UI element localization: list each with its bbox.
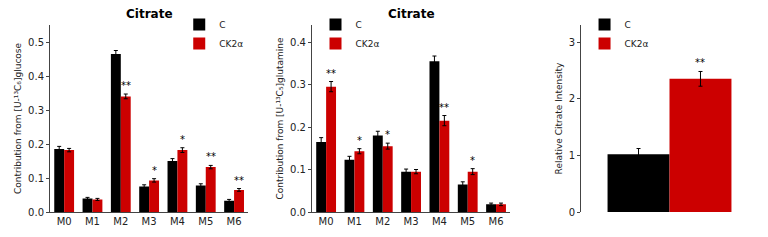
svg-text:M2: M2	[375, 216, 390, 227]
svg-text:M3: M3	[142, 216, 157, 227]
svg-text:*: *	[180, 134, 185, 145]
svg-text:Relative Citrate Intensity: Relative Citrate Intensity	[554, 62, 564, 174]
svg-text:M4: M4	[432, 216, 447, 227]
svg-text:M6: M6	[227, 216, 242, 227]
svg-text:CK2α: CK2α	[625, 39, 649, 49]
svg-text:Citrate: Citrate	[126, 7, 173, 21]
svg-text:C: C	[219, 20, 225, 30]
svg-text:*: *	[357, 135, 362, 146]
svg-text:0.0: 0.0	[28, 207, 44, 218]
svg-text:**: **	[121, 80, 131, 91]
svg-text:*: *	[152, 165, 157, 176]
svg-text:0.4: 0.4	[28, 71, 44, 82]
svg-text:*: *	[385, 129, 390, 140]
svg-text:**: **	[234, 175, 244, 186]
svg-text:M0: M0	[57, 216, 72, 227]
svg-text:M1: M1	[85, 216, 100, 227]
svg-text:**: **	[326, 68, 336, 79]
svg-text:0.4: 0.4	[290, 37, 306, 48]
svg-text:3: 3	[569, 37, 575, 48]
svg-text:**: **	[206, 151, 216, 162]
svg-text:C: C	[356, 20, 362, 30]
svg-text:**: **	[695, 57, 705, 68]
svg-text:M1: M1	[347, 216, 362, 227]
svg-text:0.1: 0.1	[290, 164, 306, 175]
svg-text:2: 2	[569, 93, 575, 104]
svg-text:**: **	[439, 102, 449, 113]
svg-text:0.5: 0.5	[28, 37, 44, 48]
svg-text:CK2α: CK2α	[219, 39, 243, 49]
svg-text:0.3: 0.3	[28, 105, 44, 116]
svg-text:0.3: 0.3	[290, 79, 306, 90]
svg-text:M0: M0	[319, 216, 334, 227]
svg-text:M6: M6	[489, 216, 504, 227]
svg-text:M5: M5	[198, 216, 213, 227]
svg-text:Citrate: Citrate	[388, 7, 435, 21]
svg-text:M3: M3	[404, 216, 419, 227]
svg-text:C: C	[625, 20, 631, 30]
svg-text:0: 0	[569, 207, 575, 218]
svg-text:0.0: 0.0	[290, 207, 306, 218]
svg-text:M5: M5	[460, 216, 475, 227]
svg-text:*: *	[470, 155, 475, 166]
svg-text:1: 1	[569, 150, 575, 161]
svg-text:M4: M4	[170, 216, 185, 227]
svg-text:Contribution from [U-¹³C₅]glut: Contribution from [U-¹³C₅]glutamine	[275, 37, 285, 199]
svg-text:0.2: 0.2	[28, 139, 44, 150]
svg-text:0.1: 0.1	[28, 173, 44, 184]
svg-text:Contribution from [U-¹³C₆]gluc: Contribution from [U-¹³C₆]glucose	[13, 42, 23, 194]
svg-text:M2: M2	[113, 216, 128, 227]
svg-text:0.2: 0.2	[290, 122, 306, 133]
svg-text:CK2α: CK2α	[356, 39, 380, 49]
